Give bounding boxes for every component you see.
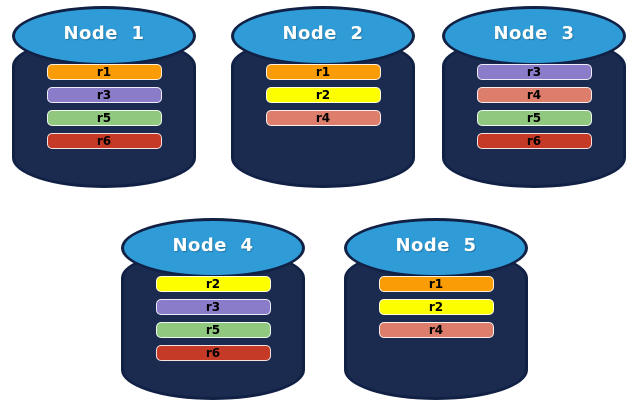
- node-1: Node 1 r1 r3 r5 r6: [12, 6, 196, 188]
- replica-list: r1 r2 r4: [231, 64, 415, 133]
- replica-bar: r4: [378, 322, 494, 338]
- replica-list: r1 r3 r5 r6: [12, 64, 196, 156]
- replica-bar: r3: [155, 299, 271, 315]
- replica-list: r3 r4 r5 r6: [442, 64, 626, 156]
- replica-bar: r3: [476, 64, 592, 80]
- cylinder-top: [231, 6, 415, 66]
- node-title: Node 2: [282, 23, 364, 44]
- node-title: Node 5: [395, 235, 477, 256]
- replica-bar: r4: [476, 87, 592, 103]
- node-title: Node 4: [172, 235, 254, 256]
- cylinder-top: [12, 6, 196, 66]
- node-title: Node 3: [493, 23, 575, 44]
- replica-list: r2 r3 r5 r6: [121, 276, 305, 368]
- replica-bar: r4: [265, 110, 381, 126]
- replica-bar: r3: [46, 87, 162, 103]
- replica-bar: r2: [155, 276, 271, 292]
- replica-bar: r1: [378, 276, 494, 292]
- node-3: Node 3 r3 r4 r5 r6: [442, 6, 626, 188]
- node-4: Node 4 r2 r3 r5 r6: [121, 218, 305, 400]
- cylinder-top: [121, 218, 305, 278]
- replica-bar: r2: [378, 299, 494, 315]
- replica-list: r1 r2 r4: [344, 276, 528, 345]
- node-5: Node 5 r1 r2 r4: [344, 218, 528, 400]
- replica-bar: r6: [476, 133, 592, 149]
- node-title: Node 1: [63, 23, 145, 44]
- replica-bar: r5: [476, 110, 592, 126]
- replica-bar: r5: [155, 322, 271, 338]
- replica-bar: r5: [46, 110, 162, 126]
- replica-bar: r1: [46, 64, 162, 80]
- node-2: Node 2 r1 r2 r4: [231, 6, 415, 188]
- replica-bar: r1: [265, 64, 381, 80]
- replica-bar: r6: [46, 133, 162, 149]
- replica-bar: r6: [155, 345, 271, 361]
- replica-bar: r2: [265, 87, 381, 103]
